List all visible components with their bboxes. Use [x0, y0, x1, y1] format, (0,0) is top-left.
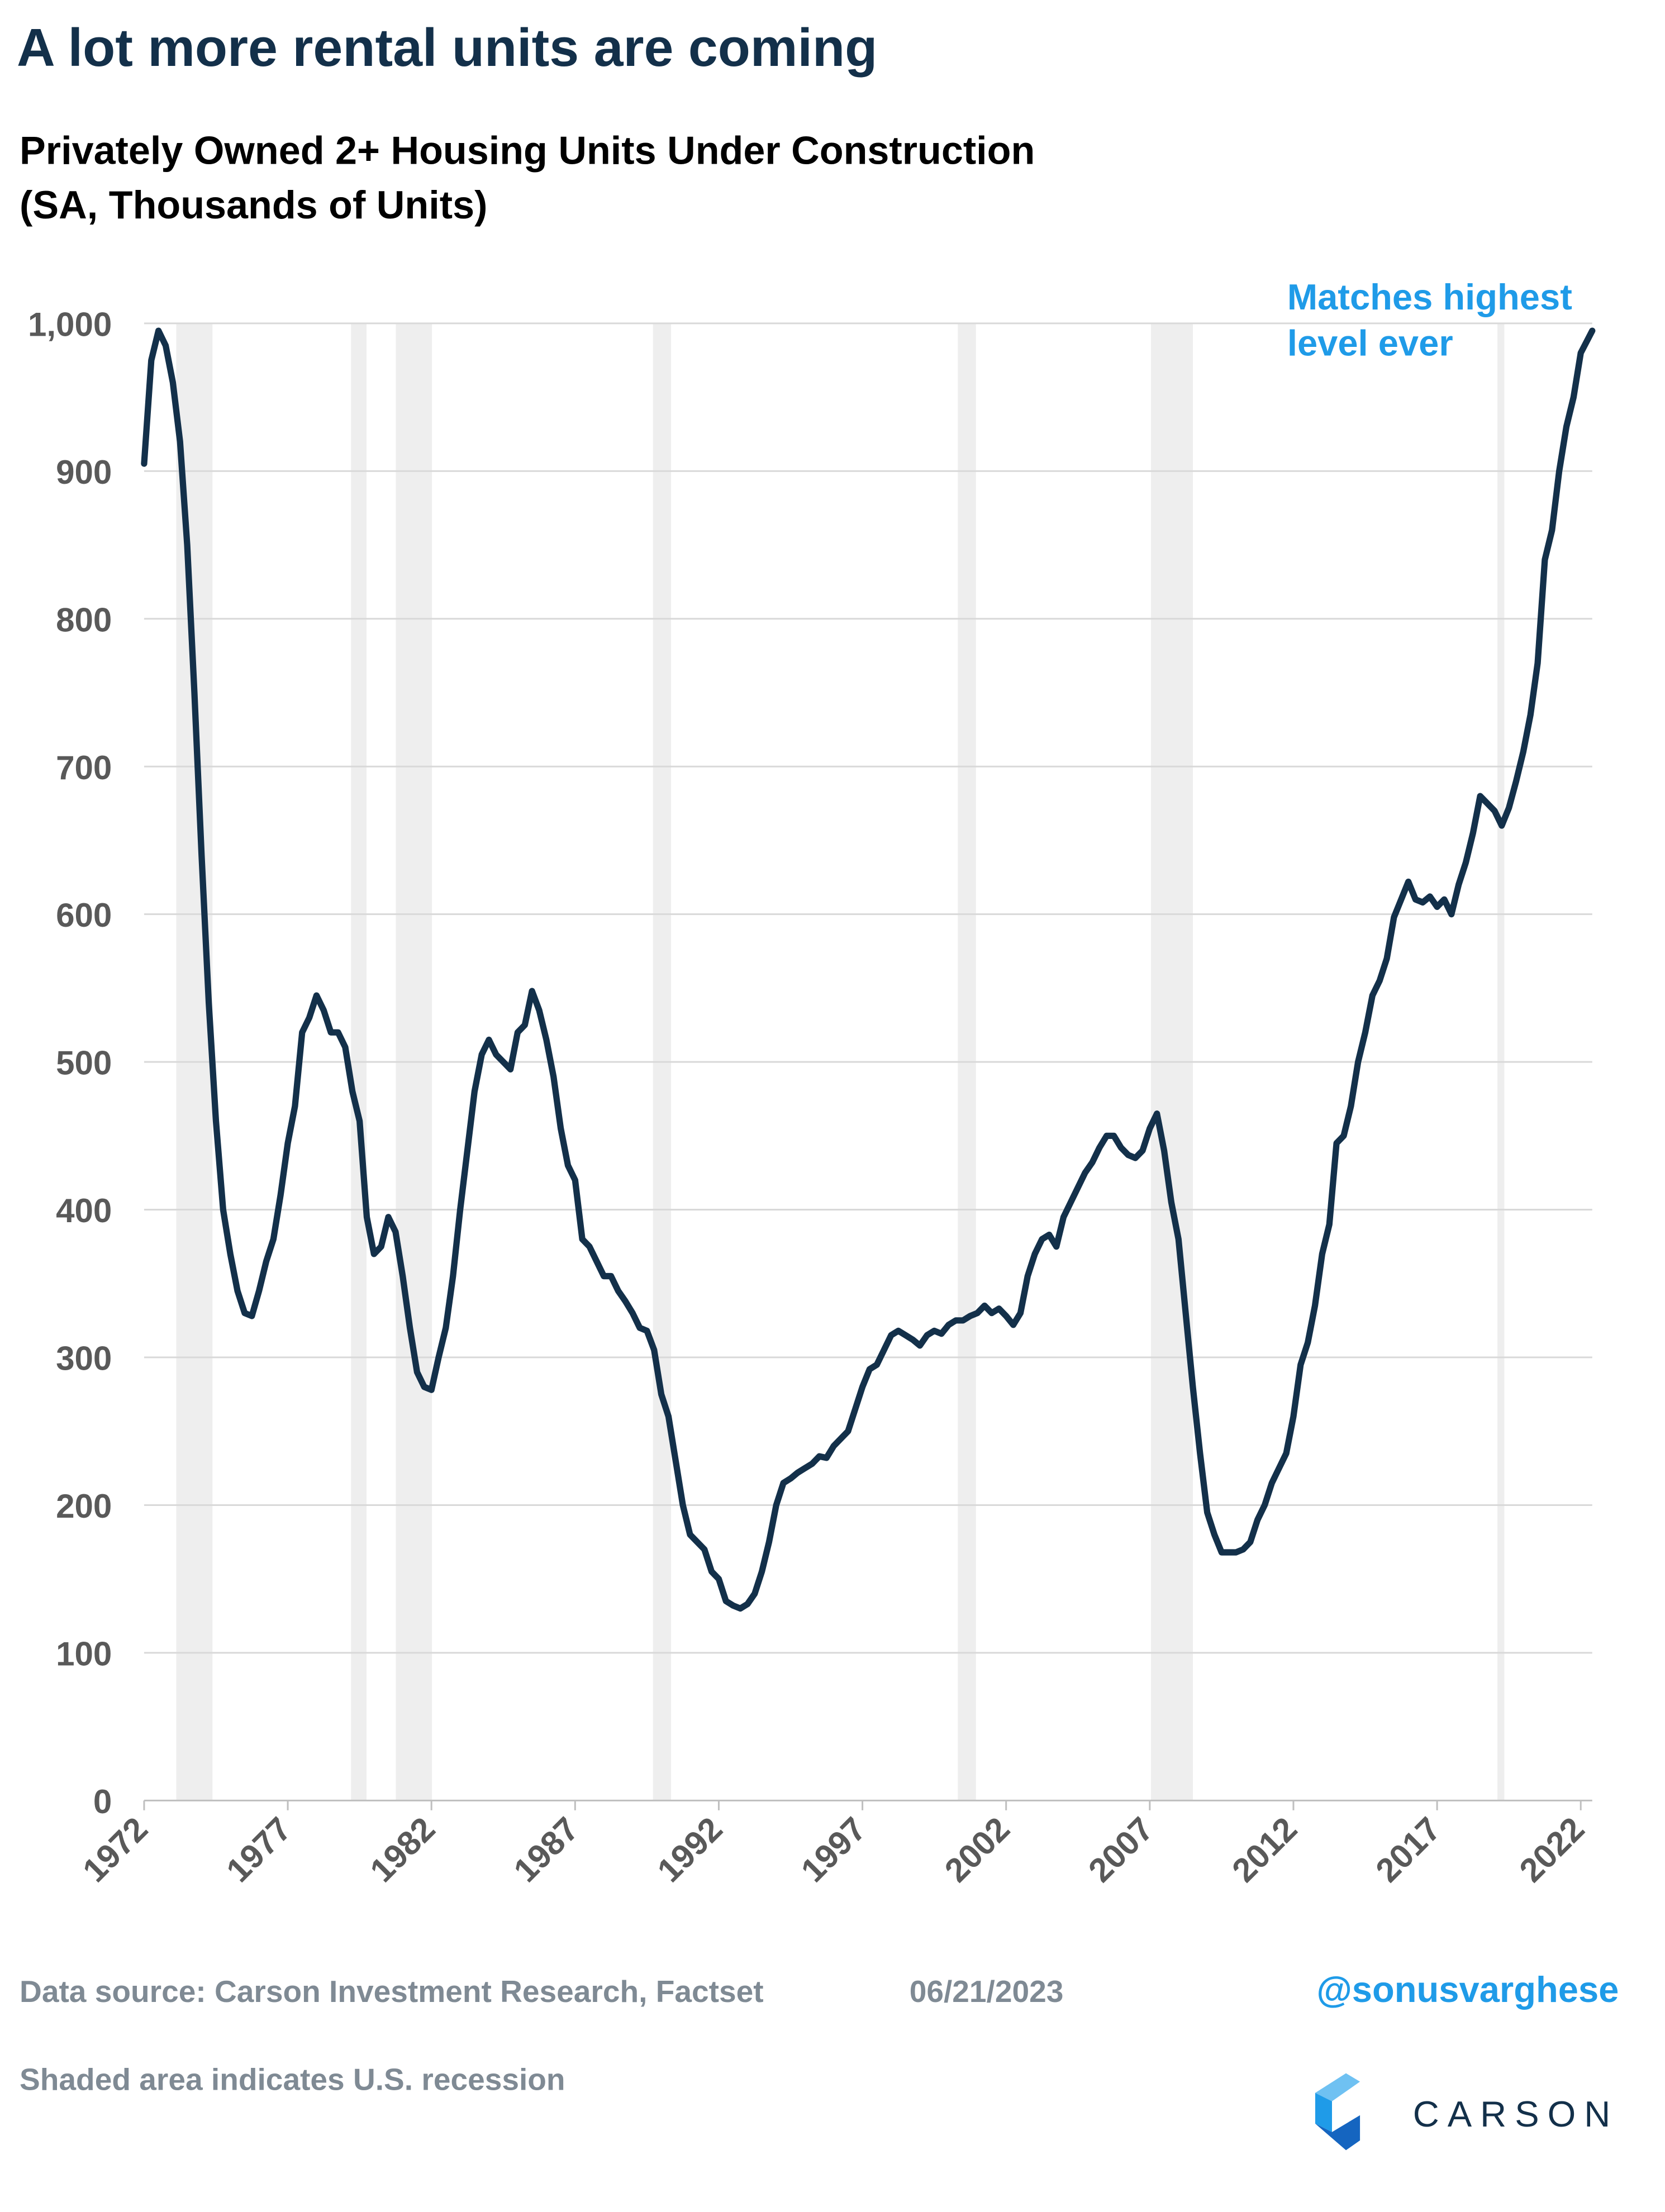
x-tick-label: 2007 — [1081, 1810, 1160, 1889]
x-tick-label: 2022 — [1512, 1810, 1592, 1889]
x-tick-label: 1997 — [794, 1810, 873, 1889]
handle: @sonusvarghese — [1316, 1969, 1619, 2010]
date: 06/21/2023 — [910, 1974, 1064, 2009]
y-tick-label: 0 — [93, 1783, 112, 1820]
y-tick-label: 500 — [56, 1045, 112, 1082]
logo-text: CARSON — [1413, 2094, 1619, 2134]
chart-title: A lot more rental units are coming — [17, 18, 877, 78]
y-tick-label: 100 — [56, 1635, 112, 1672]
note: Shaded area indicates U.S. recession — [20, 2062, 565, 2097]
chart-subtitle: (SA, Thousands of Units) — [20, 183, 487, 227]
chart-subtitle: Privately Owned 2+ Housing Units Under C… — [20, 128, 1035, 172]
x-tick-label: 1977 — [219, 1810, 298, 1889]
series-line — [141, 327, 1596, 1612]
logo-icon — [1315, 2073, 1360, 2151]
annotation: level ever — [1287, 322, 1453, 363]
y-tick-label: 600 — [56, 897, 112, 934]
x-tick-label: 1992 — [650, 1810, 730, 1889]
x-tick-label: 1987 — [507, 1810, 586, 1889]
y-tick-label: 400 — [56, 1192, 112, 1229]
source: Data source: Carson Investment Research,… — [20, 1974, 764, 2009]
x-tick-label: 1982 — [363, 1810, 442, 1889]
y-tick-label: 300 — [56, 1340, 112, 1377]
x-tick-label: 2012 — [1225, 1810, 1304, 1889]
y-tick-label: 200 — [56, 1488, 112, 1525]
y-tick-label: 1,000 — [28, 306, 112, 343]
y-tick-label: 800 — [56, 601, 112, 638]
x-tick-label: 2002 — [938, 1810, 1017, 1889]
y-tick-label: 700 — [56, 749, 112, 786]
x-tick-label: 2017 — [1368, 1810, 1448, 1889]
annotation: Matches highest — [1287, 276, 1572, 317]
x-tick-label: 1972 — [75, 1810, 155, 1889]
y-tick-label: 900 — [56, 454, 112, 491]
